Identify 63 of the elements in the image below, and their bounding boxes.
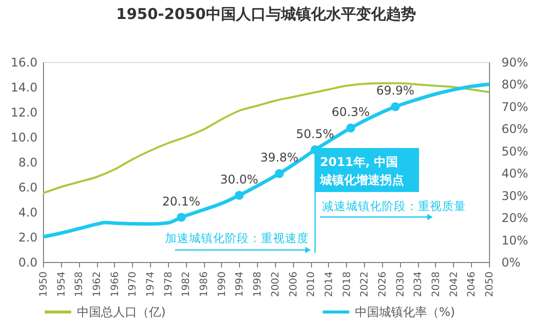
x-tick-label: 1982 — [181, 272, 192, 297]
x-tick-label: 1950 — [38, 272, 50, 297]
y-tick-label: 16.0 — [10, 56, 38, 70]
chart-title: 1950-2050中国人口与城镇化水平变化趋势 — [116, 5, 416, 23]
x-tick-label: 1954 — [56, 272, 68, 297]
x-tick-label: 2010 — [306, 272, 318, 297]
point — [274, 169, 284, 178]
legend-label: 中国城镇化率（%) — [355, 305, 456, 319]
point — [234, 190, 244, 200]
x-tick-label: 1994 — [234, 272, 246, 297]
line-series — [42, 82, 490, 194]
y-tick-label: 2.0 — [18, 230, 38, 244]
data-label: 30.0% — [220, 172, 258, 186]
x-tick-label: 2050 — [484, 272, 496, 297]
y2-tick-label: 90% — [502, 56, 528, 70]
data-label: 69.9% — [376, 84, 414, 98]
data-label: 60.3% — [332, 105, 370, 119]
legend-label: 中国总人口（亿) — [77, 305, 166, 319]
annotation: 2011年, 中国城镇化增速拐点 — [319, 155, 404, 187]
x-tick-label: 1986 — [199, 272, 210, 297]
x-tick-label: 1966 — [110, 272, 121, 297]
x-tick-label: 2014 — [324, 272, 335, 297]
x-tick-label: 1978 — [163, 272, 174, 297]
x-tick-label: 1962 — [92, 272, 104, 297]
y-tick-label: 0.0 — [18, 256, 38, 270]
x-tick-label: 2046 — [466, 272, 478, 297]
x-tick-label: 2006 — [288, 272, 300, 297]
y-tick-label: 12.0 — [10, 106, 38, 120]
annotation: 加速城镇化阶段：重视速度 — [165, 231, 309, 245]
y2-tick-label: 50% — [502, 144, 528, 158]
x-tick-label: 2018 — [342, 272, 353, 297]
y-tick-label: 8.0 — [18, 156, 38, 170]
y2-tick-label: 20% — [502, 211, 528, 226]
y-tick-label: 14.0 — [10, 80, 38, 94]
y2-tick-label: 80% — [502, 78, 528, 92]
y2-tick-label: 60% — [502, 122, 528, 136]
x-tick-label: 2042 — [448, 272, 460, 297]
y2-tick-label: 10% — [502, 233, 528, 248]
x-tick-label: 1958 — [74, 272, 86, 297]
point — [176, 212, 186, 222]
x-tick-label: 2022 — [360, 272, 371, 297]
x-tick-label: 1998 — [252, 272, 264, 297]
x-tick-label: 1974 — [146, 272, 157, 297]
y-tick-label: 4.0 — [18, 206, 38, 220]
data-label: 20.1% — [162, 194, 200, 208]
x-tick-label: 2030 — [395, 272, 406, 297]
x-tick-label: 1970 — [128, 272, 139, 297]
data-label: 39.8% — [260, 150, 298, 165]
y-tick-label: 10.0 — [10, 130, 38, 144]
y2-tick-label: 40% — [502, 166, 528, 181]
data-label: 50.5% — [296, 126, 334, 141]
point — [390, 102, 400, 112]
y-tick-label: 6.0 — [18, 180, 38, 194]
x-tick-label: 1990 — [216, 272, 228, 297]
y2-tick-label: 70% — [502, 100, 528, 114]
x-tick-label: 2038 — [430, 272, 442, 297]
point — [346, 124, 356, 132]
y2-tick-label: 0% — [502, 256, 521, 270]
x-tick-label: 2026 — [377, 272, 388, 297]
annotation: 减速城镇化阶段：重视质量 — [322, 199, 466, 213]
y2-tick-label: 30% — [502, 188, 528, 203]
x-tick-label: 2034 — [413, 272, 424, 297]
x-tick-label: 2002 — [270, 272, 282, 297]
